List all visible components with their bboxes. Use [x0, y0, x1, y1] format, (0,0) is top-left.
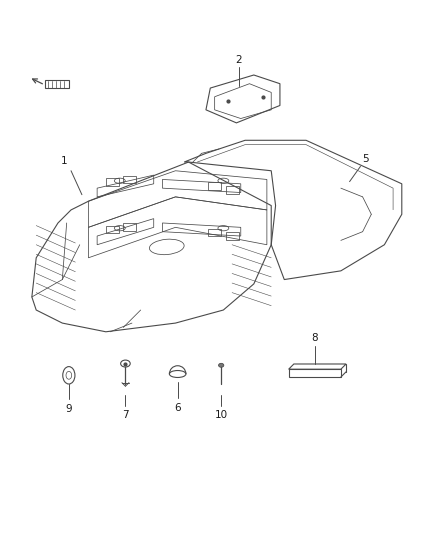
Ellipse shape	[219, 364, 224, 367]
Text: 7: 7	[122, 410, 129, 420]
Text: 2: 2	[235, 55, 242, 65]
Text: 1: 1	[61, 156, 68, 166]
Text: 10: 10	[215, 410, 228, 420]
Text: 8: 8	[311, 333, 318, 343]
Text: 5: 5	[363, 154, 369, 164]
Text: 6: 6	[174, 403, 181, 413]
Text: 9: 9	[66, 403, 72, 414]
